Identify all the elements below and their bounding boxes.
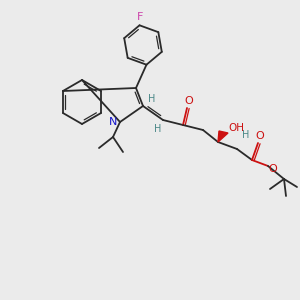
Text: O: O	[268, 164, 278, 174]
Text: H: H	[154, 124, 162, 134]
Text: N: N	[109, 117, 117, 127]
Text: H: H	[148, 94, 156, 104]
Polygon shape	[218, 131, 228, 142]
Text: OH: OH	[228, 123, 244, 133]
Text: O: O	[184, 96, 194, 106]
Text: H: H	[242, 130, 250, 140]
Text: O: O	[256, 131, 264, 141]
Text: F: F	[137, 12, 144, 22]
